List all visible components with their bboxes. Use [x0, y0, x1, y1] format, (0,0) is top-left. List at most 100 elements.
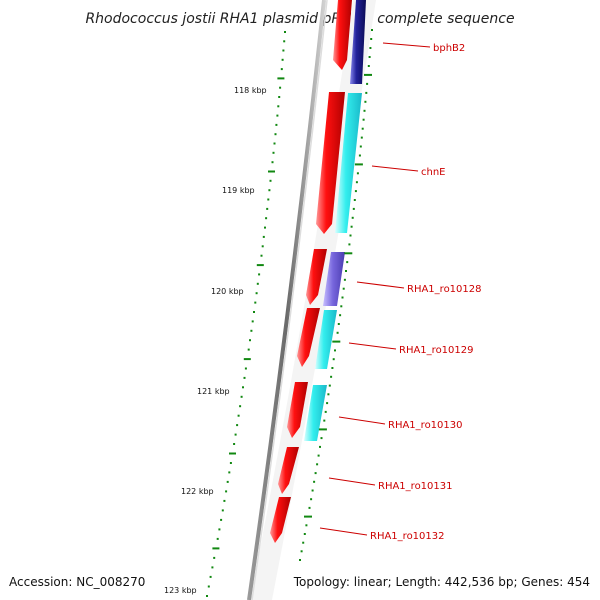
- minor-tick: [339, 314, 342, 317]
- forward-cds[interactable]: [287, 382, 308, 438]
- minor-tick: [326, 402, 329, 405]
- forward-cds[interactable]: [270, 497, 291, 543]
- minor-tick: [216, 537, 219, 540]
- gene-label[interactable]: RHA1_ro10128: [407, 284, 482, 295]
- minor-tick: [363, 109, 366, 112]
- minor-tick: [320, 437, 323, 440]
- minor-tick: [283, 40, 286, 43]
- major-tick: [256, 264, 264, 267]
- minor-tick: [365, 91, 368, 94]
- minor-tick: [341, 296, 344, 299]
- minor-tick: [240, 395, 243, 398]
- minor-tick: [254, 301, 257, 304]
- minor-tick: [362, 118, 365, 121]
- minor-tick: [277, 105, 280, 108]
- gene-label[interactable]: RHA1_ro10129: [399, 345, 474, 356]
- minor-tick: [237, 414, 240, 417]
- minor-tick: [262, 235, 265, 238]
- reverse-cds-purple[interactable]: [323, 252, 345, 306]
- minor-tick: [274, 133, 277, 136]
- minor-tick: [211, 566, 214, 569]
- minor-tick: [355, 181, 358, 184]
- reverse-cds-group: [304, 0, 366, 441]
- gene-label[interactable]: RHA1_ro10132: [370, 531, 445, 542]
- accession-text: Accession: NC_008270: [9, 575, 145, 589]
- major-tick: [304, 515, 312, 518]
- minor-tick: [331, 367, 334, 369]
- reverse-cds[interactable]: [304, 385, 327, 441]
- minor-tick: [253, 311, 255, 313]
- major-tick: [364, 73, 372, 76]
- major-tick: [277, 77, 285, 80]
- forward-cds[interactable]: [306, 249, 327, 305]
- minor-tick: [352, 207, 355, 210]
- minor-tick: [244, 367, 247, 370]
- minor-tick: [371, 29, 373, 31]
- minor-tick: [328, 384, 331, 387]
- minor-tick: [310, 498, 313, 501]
- minor-tick: [234, 433, 237, 436]
- minor-tick: [269, 179, 272, 182]
- minor-tick: [300, 550, 303, 553]
- minor-tick: [266, 207, 269, 210]
- minor-tick: [313, 480, 316, 483]
- forward-cds[interactable]: [316, 92, 345, 234]
- minor-tick: [370, 38, 373, 40]
- minor-tick: [233, 443, 236, 445]
- minor-tick: [364, 100, 367, 103]
- kbp-label: 120 kbp: [211, 287, 244, 296]
- minor-tick: [353, 199, 356, 201]
- minor-tick: [305, 524, 308, 527]
- minor-tick: [323, 419, 326, 422]
- minor-tick: [327, 393, 330, 396]
- minor-tick: [314, 472, 317, 475]
- minor-tick: [369, 47, 372, 49]
- minor-tick: [223, 499, 226, 502]
- minor-tick: [247, 348, 250, 351]
- minor-tick: [279, 86, 282, 89]
- forward-cds-group: [270, 0, 352, 543]
- minor-tick: [276, 114, 279, 117]
- minor-tick: [324, 410, 327, 413]
- reverse-cds[interactable]: [315, 310, 337, 369]
- minor-tick: [311, 489, 314, 492]
- reverse-cds[interactable]: [335, 93, 362, 233]
- minor-tick: [280, 68, 283, 71]
- kbp-label: 123 kbp: [164, 586, 197, 595]
- map-title: Rhodococcus jostii RHA1 plasmid pRHL2, c…: [85, 11, 514, 27]
- minor-tick: [360, 136, 363, 139]
- minor-tick: [303, 533, 306, 535]
- forward-cds[interactable]: [278, 447, 299, 494]
- minor-tick: [358, 154, 361, 157]
- minor-tick: [284, 31, 286, 33]
- minor-tick: [278, 96, 281, 98]
- major-tick: [332, 340, 341, 343]
- minor-tick: [264, 226, 266, 229]
- minor-tick: [243, 376, 246, 379]
- minor-tick: [361, 127, 364, 130]
- minor-tick: [282, 49, 285, 52]
- minor-tick: [346, 261, 349, 264]
- gene-label[interactable]: bphB2: [433, 43, 465, 54]
- major-tick: [268, 170, 275, 173]
- minor-tick: [258, 273, 261, 276]
- forward-cds[interactable]: [333, 0, 352, 70]
- minor-tick: [271, 161, 274, 164]
- minor-tick: [356, 172, 359, 175]
- minor-tick: [218, 528, 221, 531]
- minor-tick: [267, 198, 270, 201]
- minor-tick: [334, 349, 336, 352]
- gene-label[interactable]: RHA1_ro10130: [388, 420, 463, 431]
- forward-cds[interactable]: [297, 308, 320, 367]
- reverse-cds-dark[interactable]: [350, 0, 366, 84]
- major-tick: [354, 163, 363, 166]
- gene-label[interactable]: RHA1_ro10131: [378, 481, 453, 492]
- minor-tick: [354, 190, 357, 193]
- kbp-label: 122 kbp: [181, 487, 214, 496]
- minor-tick: [302, 541, 305, 544]
- minor-tick: [225, 490, 228, 493]
- minor-tick: [249, 339, 251, 342]
- gene-label[interactable]: chnE: [421, 167, 446, 178]
- minor-tick: [239, 405, 242, 408]
